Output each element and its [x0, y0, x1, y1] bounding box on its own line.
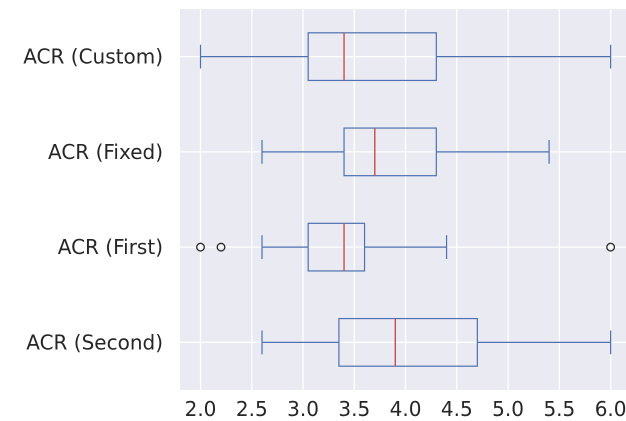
outlier-point: [216, 242, 226, 252]
iqr-box: [343, 127, 437, 177]
box-group: [196, 222, 616, 272]
y-category-label: ACR (Fixed): [48, 140, 163, 164]
box-group: [261, 127, 550, 177]
y-category-label: ACR (Custom): [23, 45, 163, 69]
x-tick-label: 5.5: [543, 397, 575, 421]
iqr-box: [307, 32, 437, 82]
iqr-box: [307, 222, 366, 272]
x-tick-label: 2.5: [236, 397, 268, 421]
y-category-label: ACR (Second): [26, 330, 163, 354]
x-tick-label: 3.0: [287, 397, 319, 421]
box-series: [196, 32, 616, 367]
box-group: [199, 32, 612, 82]
x-tick-label: 2.0: [185, 397, 217, 421]
y-axis-categories: ACR (Custom) ACR (Fixed) ACR (First) ACR (S…: [23, 45, 163, 355]
x-tick-label: 3.5: [338, 397, 370, 421]
x-tick-label: 5.0: [492, 397, 524, 421]
x-axis-ticks: 2.0 2.5 3.0 3.5 4.0 4.5 5.0 5.5 6.0: [185, 397, 626, 421]
y-category-label: ACR (First): [58, 235, 163, 259]
x-tick-label: 6.0: [595, 397, 626, 421]
x-tick-label: 4.5: [441, 397, 473, 421]
x-tick-label: 4.0: [390, 397, 422, 421]
outlier-point: [196, 242, 205, 252]
plot-area: [180, 9, 626, 390]
outlier-point: [606, 242, 616, 252]
iqr-box: [338, 317, 478, 367]
box-group: [261, 317, 612, 367]
